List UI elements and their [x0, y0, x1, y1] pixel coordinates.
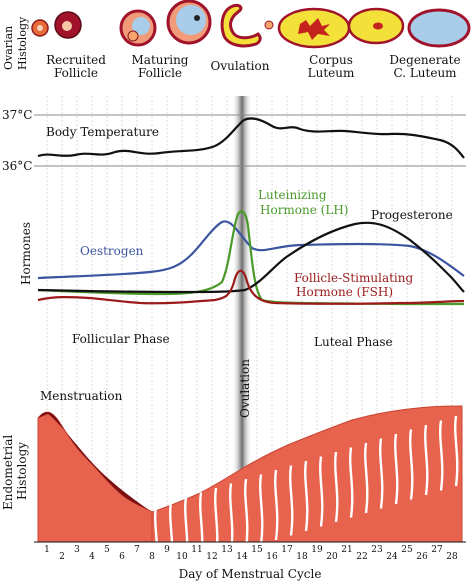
- endometrial-gland: [349, 447, 354, 518]
- endometrial-gland: [454, 415, 459, 487]
- maturing-label-1: Maturing: [132, 53, 189, 67]
- endometrial-gland: [229, 483, 234, 554]
- endometrial-gland: [169, 501, 174, 572]
- endometrial-gland: [379, 438, 384, 509]
- body-temperature-curve: [37, 117, 465, 159]
- progesterone-label: Progesterone: [371, 208, 453, 222]
- day-tick-label: 16: [266, 552, 278, 562]
- lh-label-1: Luteinizing: [258, 188, 327, 202]
- recruited-follicle-icon: [31, 11, 82, 39]
- fsh-curve: [37, 269, 465, 305]
- endometrial-gland: [184, 496, 189, 568]
- day-tick-label: 28: [446, 552, 458, 562]
- maturing-follicle-icon: [119, 0, 212, 47]
- corpus-label-2: Luteum: [308, 66, 355, 80]
- day-tick-labels: 1234567891011121314151617181920212223242…: [44, 545, 458, 562]
- menstrual-tissue: [37, 411, 153, 543]
- oestrogen-label: Oestrogen: [80, 244, 144, 258]
- menstruation-label: Menstruation: [40, 389, 123, 403]
- day-tick-label: 4: [89, 552, 95, 562]
- endometrial-gland: [319, 456, 324, 527]
- fsh-label-1: Follicle-Stimulating: [294, 271, 413, 285]
- maturing-label-2: Follicle: [138, 66, 182, 80]
- ovulation-vertical-label: Ovulation: [238, 359, 252, 418]
- day-tick-label: 25: [401, 545, 413, 555]
- day-tick-label: 17: [281, 545, 293, 555]
- day-tick-label: 22: [356, 552, 367, 562]
- ovulation-icon: [220, 4, 274, 48]
- endometrial-gland: [364, 442, 369, 514]
- hormones-axis-label: Hormones: [19, 222, 33, 285]
- day-tick-label: 8: [149, 552, 155, 562]
- endometrial-gland: [244, 478, 249, 550]
- day-tick-label: 21: [341, 545, 352, 555]
- endometrial-gland: [424, 424, 429, 496]
- endometrial-gland: [259, 474, 264, 545]
- day-tick-label: 5: [104, 545, 110, 555]
- temp-37-label: 37°C: [2, 108, 32, 122]
- endometrial-gland: [304, 460, 309, 532]
- endometrial-gland: [154, 505, 159, 577]
- temp-36-label: 36°C: [2, 159, 32, 173]
- ovarian-side-label-2: Histology: [16, 16, 29, 70]
- x-axis-title: Day of Menstrual Cycle: [179, 567, 322, 581]
- day-tick-label: 10: [176, 552, 188, 562]
- degenerate-label-2: C. Luteum: [393, 66, 457, 80]
- ovarian-side-label-1: Ovarian: [2, 26, 15, 70]
- day-tick-label: 20: [326, 552, 338, 562]
- day-tick-label: 18: [296, 552, 308, 562]
- follicular-phase-label: Follicular Phase: [72, 332, 170, 346]
- luteal-phase-label: Luteal Phase: [314, 335, 393, 349]
- endometrial-gland: [289, 465, 294, 536]
- endometrial-gland: [334, 451, 339, 523]
- day-tick-label: 23: [371, 545, 383, 555]
- endometrial-gland: [439, 420, 444, 491]
- day-tick-label: 12: [206, 552, 217, 562]
- ovulation-band: [232, 96, 252, 542]
- endometrial-gland: [409, 429, 414, 500]
- day-tick-label: 24: [386, 552, 398, 562]
- endometrial-side-label-2: Histology: [15, 442, 29, 500]
- day-tick-label: 27: [431, 545, 443, 555]
- body-temperature-label: Body Temperature: [46, 125, 159, 139]
- degenerate-label-1: Degenerate: [389, 53, 460, 67]
- oestrogen-curve: [37, 220, 465, 280]
- endometrial-gland: [199, 492, 204, 563]
- fsh-label-2: Hormone (FSH): [296, 285, 393, 299]
- day-tick-label: 1: [44, 545, 50, 555]
- recruited-label-1: Recruited: [46, 53, 106, 67]
- endometrial-gland: [274, 469, 279, 541]
- day-tick-label: 19: [311, 545, 323, 555]
- corpus-luteum-icon: [277, 7, 405, 49]
- endometrial-gland: [214, 487, 219, 559]
- day-tick-label: 9: [164, 545, 170, 555]
- recruited-label-2: Follicle: [54, 66, 98, 80]
- ovulation-stage-label: Ovulation: [211, 59, 270, 73]
- endometrial-glands: [154, 415, 459, 577]
- day-tick-label: 11: [191, 545, 202, 555]
- endometrial-gland: [394, 433, 399, 505]
- corpus-label-1: Corpus: [309, 53, 353, 67]
- endometrial-side-label-1: Endometrial: [1, 435, 15, 510]
- day-tick-label: 3: [74, 545, 80, 555]
- day-tick-label: 7: [134, 545, 140, 555]
- degenerate-corpus-luteum-icon: [407, 8, 471, 48]
- day-tick-label: 6: [119, 552, 125, 562]
- day-tick-label: 2: [59, 552, 65, 562]
- day-tick-label: 14: [236, 552, 248, 562]
- lh-label-2: Hormone (LH): [260, 203, 348, 217]
- day-tick-label: 26: [416, 552, 428, 562]
- progesterone-curve: [37, 221, 465, 294]
- proliferative-endometrium: [151, 405, 463, 543]
- day-tick-label: 15: [251, 545, 263, 555]
- day-tick-label: 13: [221, 545, 233, 555]
